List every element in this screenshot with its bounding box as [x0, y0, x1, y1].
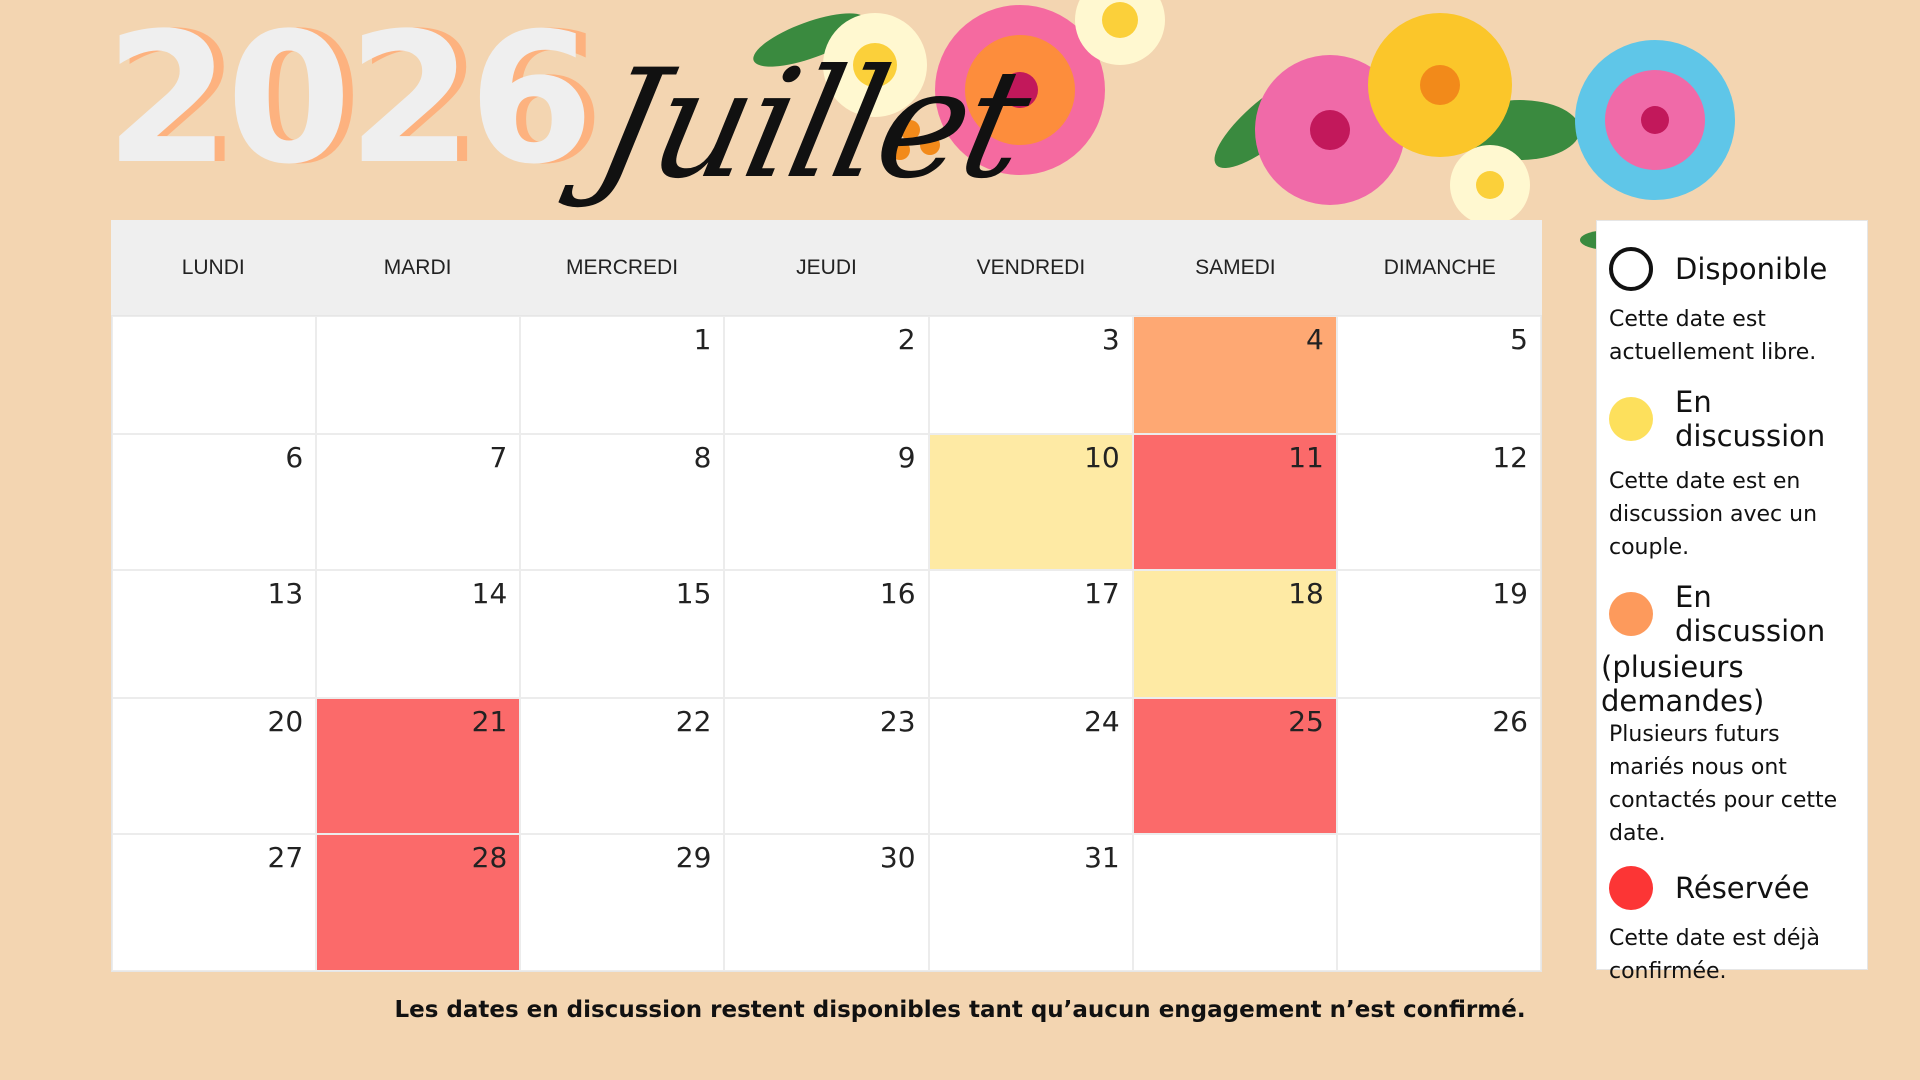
day-cell	[112, 316, 317, 434]
legend-title: En discussion	[1675, 580, 1826, 648]
day-cell[interactable]: 15	[520, 570, 725, 698]
weekday-header: LUNDI MARDI MERCREDI JEUDI VENDREDI SAMEDI DIM…	[111, 220, 1542, 315]
day-cell[interactable]: 23	[724, 698, 929, 834]
day-cell[interactable]: 7	[316, 434, 521, 570]
weekday-label: DIMANCHE	[1383, 255, 1496, 279]
day-cell[interactable]: 13	[112, 570, 317, 698]
day-number: 6	[285, 441, 304, 474]
weekday-label: MERCREDI	[566, 255, 679, 279]
day-cell[interactable]: 18	[1132, 570, 1337, 698]
day-cell[interactable]: 28	[316, 834, 521, 971]
weekday-label: JEUDI	[796, 255, 857, 279]
legend-title: Réservée	[1675, 871, 1810, 905]
day-cell[interactable]: 17	[928, 570, 1133, 698]
day-cell[interactable]: 10	[928, 434, 1133, 570]
weekday-label: SAMEDI	[1195, 255, 1276, 279]
legend-title: Disponible	[1675, 252, 1828, 286]
day-cell[interactable]: 16	[724, 570, 929, 698]
weekday-label: MARDI	[383, 255, 452, 279]
day-number: 19	[1492, 577, 1528, 610]
day-number: 12	[1492, 441, 1528, 474]
day-number: 15	[675, 577, 712, 610]
day-cell[interactable]: 6	[112, 434, 317, 570]
day-cell[interactable]: 8	[520, 434, 725, 570]
day-number: 7	[489, 441, 508, 474]
day-number: 5	[1510, 323, 1528, 356]
day-grid: 1 2 3 4 5 6 7 8 9 10 11 12 13 14 15 16 17 18 19 20 21 22 23 24 2…	[111, 315, 1542, 972]
day-cell[interactable]: 5	[1336, 316, 1541, 434]
footnote: Les dates en discussion restent disponib…	[394, 997, 1526, 1023]
day-number: 27	[267, 841, 304, 874]
day-number: 24	[1084, 705, 1120, 738]
day-cell	[1132, 834, 1337, 971]
day-number: 22	[675, 705, 712, 738]
day-cell[interactable]: 20	[112, 698, 317, 834]
day-number: 23	[879, 705, 916, 738]
empty-circle-icon	[1609, 247, 1653, 291]
yellow-circle-icon	[1609, 397, 1653, 441]
day-number: 26	[1492, 705, 1528, 738]
day-cell[interactable]: 4	[1132, 316, 1337, 434]
day-number: 30	[879, 841, 916, 874]
day-number: 18	[1288, 577, 1324, 610]
day-cell[interactable]: 14	[316, 570, 521, 698]
day-number: 10	[1084, 441, 1120, 474]
day-cell[interactable]: 21	[316, 698, 521, 834]
legend-description: Cette date est déjà confirmée.	[1609, 926, 1820, 984]
day-cell[interactable]: 3	[928, 316, 1133, 434]
day-number: 25	[1288, 705, 1324, 738]
day-cell	[1336, 834, 1541, 971]
day-cell[interactable]: 9	[724, 434, 929, 570]
day-cell[interactable]: 29	[520, 834, 725, 971]
legend: Disponible Cette date est actuellement l…	[1596, 220, 1868, 984]
day-number: 14	[471, 577, 508, 610]
weekday-label: VENDREDI	[976, 255, 1086, 279]
day-cell[interactable]: 11	[1132, 434, 1337, 570]
day-number: 3	[1101, 323, 1120, 356]
day-cell[interactable]: 19	[1336, 570, 1541, 698]
day-number: 11	[1288, 441, 1324, 474]
day-number: 31	[1084, 841, 1120, 874]
day-number: 2	[897, 323, 916, 356]
day-cell[interactable]: 1	[520, 316, 725, 434]
day-number: 4	[1306, 323, 1324, 356]
day-number: 21	[471, 705, 508, 738]
legend-subtitle: (plusieurs demandes)	[1601, 650, 1765, 718]
month-title: Juillet	[581, 38, 1041, 212]
day-cell[interactable]: 27	[112, 834, 317, 971]
day-number: 17	[1084, 577, 1120, 610]
day-cell[interactable]: 30	[724, 834, 929, 971]
day-cell[interactable]: 24	[928, 698, 1133, 834]
day-number: 29	[675, 841, 712, 874]
day-number: 28	[471, 841, 508, 874]
day-cell[interactable]: 12	[1336, 434, 1541, 570]
day-cell[interactable]: 31	[928, 834, 1133, 971]
day-number: 20	[267, 705, 304, 738]
day-number: 13	[267, 577, 304, 610]
red-circle-icon	[1609, 866, 1653, 910]
legend-title: En discussion	[1675, 385, 1826, 453]
day-cell	[316, 316, 521, 434]
legend-description: Plusieurs futurs mariés nous ont contact…	[1609, 722, 1838, 846]
tropical-flowers-decoration	[753, 0, 1735, 250]
legend-description: Cette date est en discussion avec un cou…	[1609, 469, 1818, 560]
day-cell[interactable]: 22	[520, 698, 725, 834]
day-number: 8	[693, 441, 712, 474]
day-number: 16	[879, 577, 916, 610]
day-cell[interactable]: 25	[1132, 698, 1337, 834]
day-number: 9	[897, 441, 916, 474]
orange-circle-icon	[1609, 592, 1653, 636]
day-cell[interactable]: 26	[1336, 698, 1541, 834]
calendar: LUNDI MARDI MERCREDI JEUDI VENDREDI SAMEDI DIM…	[111, 220, 1542, 972]
weekday-label: LUNDI	[181, 255, 245, 279]
day-cell[interactable]: 2	[724, 316, 929, 434]
year-title: 2026	[105, 0, 594, 204]
legend-description: Cette date est actuellement libre.	[1609, 307, 1817, 365]
day-number: 1	[693, 323, 712, 356]
